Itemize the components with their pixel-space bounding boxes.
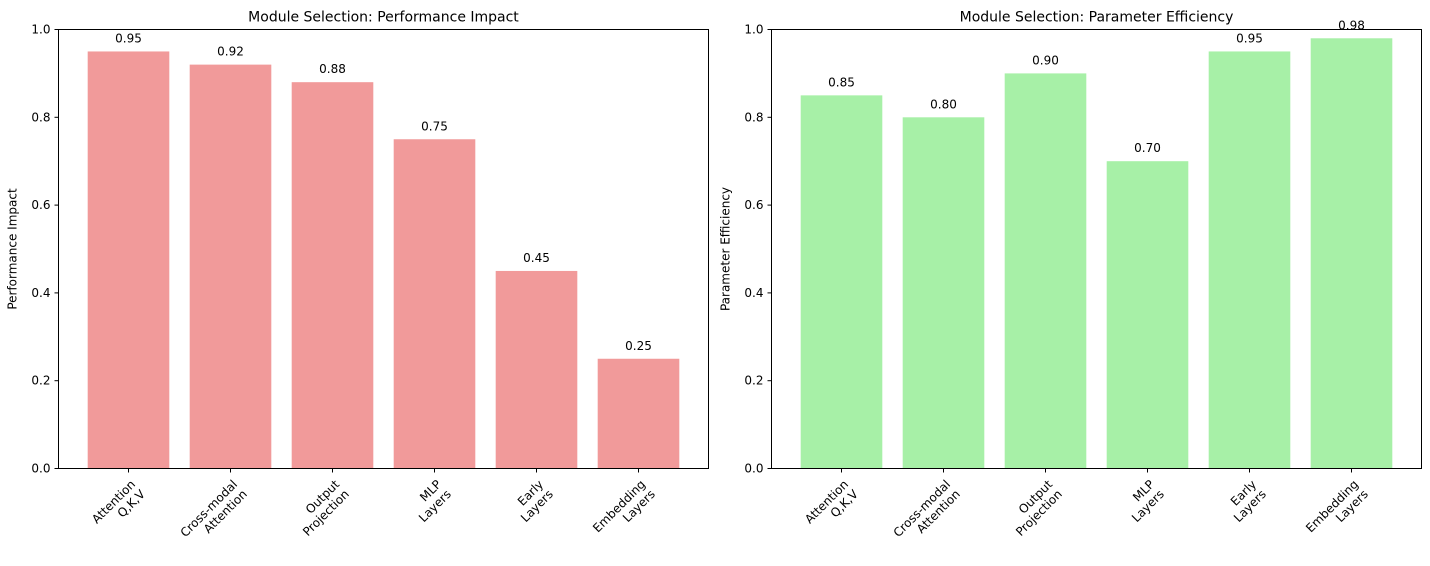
y-axis-label: Parameter Efficiency bbox=[719, 187, 733, 311]
x-tick-label: AttentionQ,K,V bbox=[89, 477, 148, 536]
y-axis: 0.0 0.2 0.4 0.6 0.8 1.0 bbox=[744, 23, 772, 476]
x-tick-label: Cross-modalAttention bbox=[178, 477, 250, 549]
bar bbox=[87, 51, 170, 469]
performance-impact-chart: Module Selection: Performance Impact Per… bbox=[6, 10, 709, 549]
x-tick-label: EarlyLayers bbox=[1221, 477, 1269, 525]
y-tick-label: 1.0 bbox=[744, 23, 763, 37]
plot-frame bbox=[58, 29, 709, 469]
y-tick-label: 0.8 bbox=[744, 110, 763, 124]
bar bbox=[1004, 73, 1087, 469]
x-tick-label: MLPLayers bbox=[1119, 477, 1167, 525]
bar bbox=[393, 139, 476, 469]
x-tick-label: EarlyLayers bbox=[508, 477, 556, 525]
bar-value-label: 0.95 bbox=[115, 31, 142, 45]
bar-value-label: 0.75 bbox=[421, 119, 448, 133]
y-axis-label: Performance Impact bbox=[6, 188, 20, 310]
x-axis: AttentionQ,K,V Cross-modalAttention Output… bbox=[802, 468, 1371, 549]
x-axis: AttentionQ,K,V Cross-modalAttention Output… bbox=[89, 468, 658, 549]
bar-value-label: 0.85 bbox=[828, 75, 855, 89]
y-tick-label: 0.8 bbox=[31, 110, 50, 124]
parameter-efficiency-chart: Module Selection: Parameter Efficiency P… bbox=[719, 10, 1422, 549]
bar-value-label: 0.98 bbox=[1338, 18, 1365, 32]
x-tick-label: AttentionQ,K,V bbox=[802, 477, 861, 536]
x-tick-label: OutputProjection bbox=[290, 477, 352, 539]
bar-value-label: 0.70 bbox=[1134, 141, 1161, 155]
bar-value-label: 0.88 bbox=[319, 62, 346, 76]
x-tick-label: EmbeddingLayers bbox=[590, 477, 658, 545]
bar bbox=[1208, 51, 1291, 469]
bar bbox=[800, 95, 883, 469]
y-tick-label: 0.2 bbox=[744, 374, 763, 388]
y-axis: 0.0 0.2 0.4 0.6 0.8 1.0 bbox=[31, 23, 59, 476]
y-tick-label: 0.0 bbox=[31, 462, 50, 476]
value-labels: 0.95 0.92 0.88 0.75 0.45 0.25 bbox=[115, 31, 652, 352]
bar bbox=[291, 82, 374, 469]
value-labels: 0.85 0.80 0.90 0.70 0.95 0.98 bbox=[828, 18, 1365, 155]
bars bbox=[87, 51, 680, 469]
bar bbox=[189, 64, 272, 469]
bar bbox=[495, 270, 578, 469]
y-tick-label: 0.2 bbox=[31, 374, 50, 388]
bar-value-label: 0.25 bbox=[625, 339, 652, 353]
x-tick-label: Cross-modalAttention bbox=[891, 477, 963, 549]
chart-title: Module Selection: Performance Impact bbox=[248, 10, 519, 26]
y-tick-label: 0.0 bbox=[744, 462, 763, 476]
bar bbox=[902, 117, 985, 469]
bar-value-label: 0.92 bbox=[217, 45, 244, 59]
y-tick-label: 0.4 bbox=[744, 286, 763, 300]
plot-frame bbox=[771, 29, 1422, 469]
bars bbox=[800, 38, 1393, 469]
bar bbox=[1106, 161, 1189, 469]
x-tick-label: EmbeddingLayers bbox=[1303, 477, 1371, 545]
bar-value-label: 0.95 bbox=[1236, 31, 1263, 45]
bar-value-label: 0.80 bbox=[930, 97, 957, 111]
x-tick-label: OutputProjection bbox=[1003, 477, 1065, 539]
y-tick-label: 0.6 bbox=[31, 198, 50, 212]
bar bbox=[597, 358, 680, 469]
bar-value-label: 0.45 bbox=[523, 251, 550, 265]
x-tick-label: MLPLayers bbox=[406, 477, 454, 525]
y-tick-label: 0.4 bbox=[31, 286, 50, 300]
chart-title: Module Selection: Parameter Efficiency bbox=[960, 10, 1234, 26]
y-tick-label: 1.0 bbox=[31, 23, 50, 37]
bar bbox=[1310, 38, 1393, 469]
bar-value-label: 0.90 bbox=[1032, 53, 1059, 67]
y-tick-label: 0.6 bbox=[744, 198, 763, 212]
